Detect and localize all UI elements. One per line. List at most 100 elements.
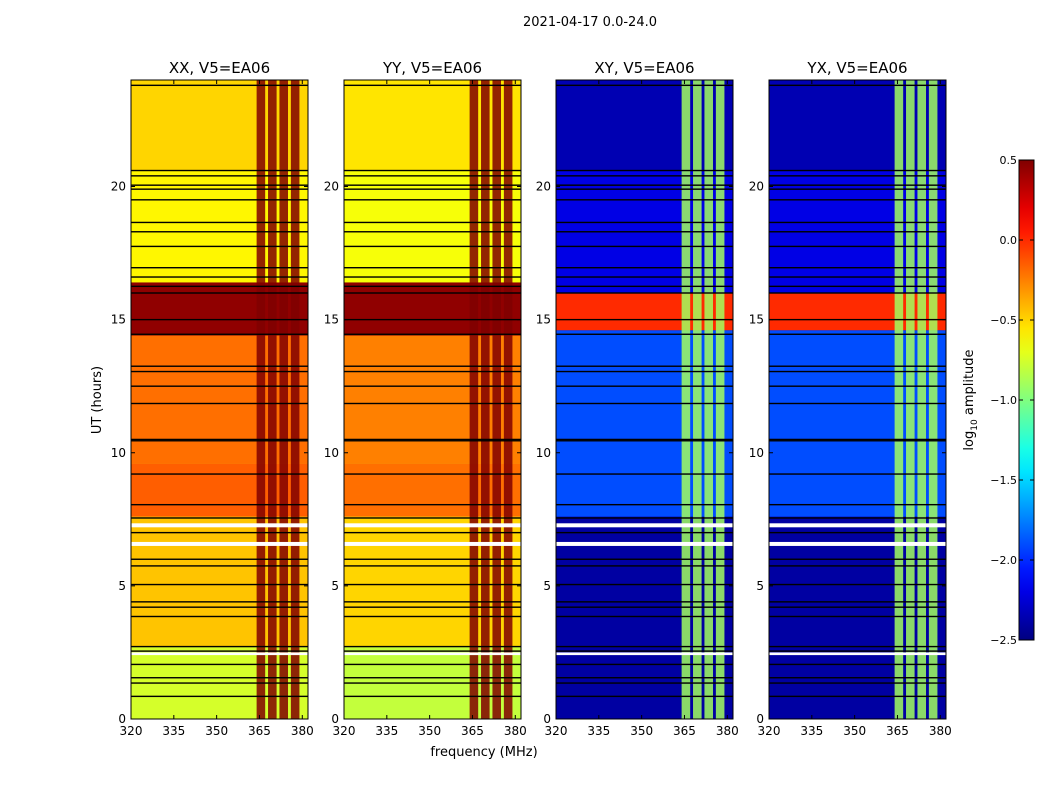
flag-line (769, 615, 946, 618)
time-segment (769, 330, 946, 517)
x-tick-label: 365 (886, 724, 909, 738)
y-tick-label: 15 (536, 313, 551, 327)
rfi-band (256, 80, 266, 719)
flag-line (769, 245, 946, 248)
flag-line (131, 517, 308, 519)
flag-line (556, 184, 733, 186)
flag-line (131, 402, 308, 405)
flag-line (344, 438, 521, 441)
flag-line (344, 677, 521, 679)
panel-3: YX, V5=EA06 320 335 350 365 380 0 5 10 15 20 (749, 59, 952, 738)
flag-line (556, 606, 733, 608)
panel-frame (130, 79, 309, 720)
flag-line (556, 267, 733, 269)
x-tick-label: 380 (716, 724, 739, 738)
flag-line (131, 175, 308, 177)
time-segment (131, 282, 308, 336)
x-tick-label: 350 (418, 724, 441, 738)
flag-line (344, 601, 521, 603)
flag-line (769, 565, 946, 567)
y-tick-label: 0 (756, 712, 764, 726)
flag-line (344, 558, 521, 560)
flag-line (131, 385, 308, 387)
flag-line (344, 267, 521, 269)
flag-line (769, 503, 946, 506)
flag-line (131, 221, 308, 224)
flag-line (344, 402, 521, 405)
flag-line (344, 318, 521, 321)
panel-frame (555, 79, 734, 720)
y-tick-label: 15 (749, 313, 764, 327)
panel-frame (343, 79, 522, 720)
flag-line (131, 650, 308, 652)
panel-image (131, 80, 308, 719)
rfi-band (704, 80, 714, 719)
time-segment (769, 293, 946, 331)
x-tick-label: 365 (248, 724, 271, 738)
panel-title: XX, V5=EA06 (169, 59, 270, 77)
time-segment (344, 516, 521, 648)
time-segment (769, 80, 946, 171)
flag-line (769, 583, 946, 586)
flag-line (556, 276, 733, 278)
y-tick-label: 5 (543, 579, 551, 593)
flag-line (556, 503, 733, 506)
colorbar-label-prefix: log (962, 431, 977, 451)
panel-2: XY, V5=EA06 320 335 350 365 380 0 5 10 15 20 (536, 59, 739, 738)
flag-line (344, 531, 521, 534)
colorbar-tick-label: −1.5 (990, 474, 1017, 487)
flag-line (131, 503, 308, 506)
panel-0: XX, V5=EA06 320 335 350 365 380 0 5 10 15 20 (111, 59, 314, 738)
flag-line (131, 606, 308, 608)
flag-line (769, 84, 946, 87)
flag-line (131, 169, 308, 172)
flag-line (556, 221, 733, 224)
flag-line (556, 292, 733, 294)
flag-line (344, 370, 521, 373)
flag-line (344, 682, 521, 684)
flag-line (769, 517, 946, 519)
rfi-band (715, 80, 725, 719)
panel-title: XY, V5=EA06 (594, 59, 694, 77)
flag-line (769, 606, 946, 608)
flag-line (344, 606, 521, 608)
flag-line (344, 292, 521, 294)
panel-title: YY, V5=EA06 (382, 59, 482, 77)
flag-line (769, 473, 946, 475)
flag-line (769, 601, 946, 603)
x-tick-label: 350 (205, 724, 228, 738)
time-segment (344, 282, 521, 336)
flag-line (769, 682, 946, 684)
flag-line (769, 438, 946, 441)
time-segment (344, 335, 521, 464)
time-segment (131, 80, 308, 171)
x-tick-label: 335 (800, 724, 823, 738)
colorbar-label-subscript: 10 (970, 419, 980, 431)
colorbar-tick-label: 0.0 (1000, 234, 1018, 247)
blank-stripe (556, 541, 733, 546)
time-segment (344, 80, 521, 171)
time-segment (769, 516, 946, 719)
blank-stripe (344, 652, 521, 656)
rfi-band (917, 80, 927, 719)
flag-line (769, 221, 946, 224)
y-tick-label: 20 (536, 180, 551, 194)
y-tick-label: 5 (331, 579, 339, 593)
rfi-band (906, 80, 915, 719)
flag-line (769, 231, 946, 233)
x-tick-label: 350 (630, 724, 653, 738)
x-tick-label: 365 (673, 724, 696, 738)
flag-line (556, 333, 733, 335)
rfi-band (503, 80, 513, 719)
y-tick-label: 10 (324, 446, 339, 460)
flag-line (131, 531, 308, 534)
rfi-band (928, 80, 938, 719)
flag-line (131, 84, 308, 87)
flag-line (769, 169, 946, 172)
flag-line (556, 245, 733, 248)
flag-line (131, 558, 308, 560)
x-tick-label: 320 (333, 724, 356, 738)
panel-image (556, 80, 733, 719)
flag-line (769, 276, 946, 278)
flag-line (769, 677, 946, 679)
